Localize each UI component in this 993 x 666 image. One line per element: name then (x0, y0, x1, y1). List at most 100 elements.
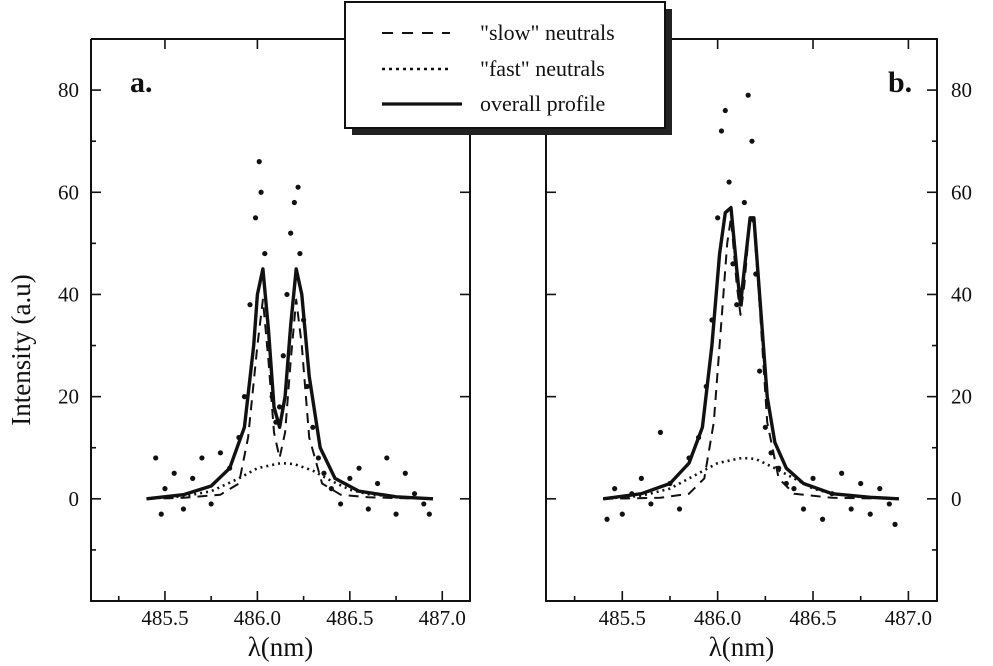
panel-b-data-point (867, 511, 873, 517)
panel-b-data-point (722, 107, 728, 114)
panel-b-data-point (734, 302, 740, 308)
panel-a-data-point (321, 470, 327, 476)
panel-a-data-point (280, 353, 286, 359)
panel-a-data-point (158, 511, 164, 517)
panel-b-data-point (737, 291, 744, 298)
panel-a-data-point (208, 501, 214, 507)
panel-b-data-point (783, 480, 789, 487)
panel-a-series-solid (146, 267, 434, 501)
panel-b-data-point (715, 215, 721, 221)
panel-b-data-point (819, 516, 826, 522)
panel-a-x-tick-label: 487.0 (419, 606, 466, 630)
panel-a-x-tick-label: 486.0 (234, 606, 281, 630)
panel-a-data-point (258, 189, 264, 195)
panel-a-data-point (217, 450, 224, 456)
panel-a-data-point (265, 342, 272, 349)
panel-b-data-point (753, 271, 759, 277)
panel-b-data-point (612, 486, 618, 492)
panel-a-data-point (288, 230, 294, 236)
panel-b-x-tick-label: 487.0 (885, 606, 932, 630)
panel-a-data-point (171, 470, 177, 476)
panel-a-data-point (295, 184, 301, 190)
panel-b-data-point (757, 368, 763, 374)
panel-b-data-point (839, 470, 845, 476)
panel-b-y-tick-label: 0 (951, 487, 962, 511)
panel-a-data-point (284, 291, 290, 298)
panel-b-data-point (709, 317, 715, 323)
panel-a-data-point (236, 434, 242, 441)
panel-b-data-point (629, 491, 635, 497)
panel-a-data-point (291, 199, 297, 206)
panel-a-data-point (273, 419, 279, 425)
panel-a-data-point (310, 424, 316, 430)
legend-label-slow: "slow" neutrals (480, 20, 615, 45)
panel-a-y-tick-label: 40 (58, 282, 79, 306)
panel-a-data-point (411, 491, 418, 497)
legend: "slow" neutrals "fast" neutrals overall … (344, 1, 672, 135)
panel-b-data-point (648, 501, 654, 507)
panel-b-data-point (776, 465, 782, 471)
panel-b-data-point (892, 521, 898, 527)
panel-a-x-axis-title: λ(nm) (248, 632, 314, 662)
panel-b-axes-frame (545, 38, 938, 602)
panel-a-data-point (162, 486, 168, 492)
legend-box (344, 1, 666, 129)
panel-a-data-point (190, 475, 196, 481)
panel-a-y-tick-label: 20 (58, 385, 79, 409)
panel-b-data-point (829, 491, 835, 497)
panel-b-data-point (741, 199, 747, 206)
panel-b-data-point (676, 506, 683, 512)
panel-b-data-point (726, 179, 732, 185)
panel-b-data-point (810, 475, 816, 481)
panel-a-data-point (227, 465, 233, 471)
panel-a-data-point (384, 455, 390, 461)
panel-b-label: b. (888, 66, 912, 99)
panel-a-data-point (393, 511, 399, 517)
panel-a-label: a. (130, 66, 153, 99)
panel-b-data-point (686, 455, 692, 461)
panel-a-data-point (426, 511, 432, 517)
panel-b-series-solid (602, 205, 899, 501)
panel-a-data-point (337, 501, 344, 507)
panel-b-data-point (877, 486, 883, 492)
panel-a-chart: 485.5 486.0 486.5 487.0 0 20 40 60 80 λ(nm) Intens… (6, 38, 471, 662)
panel-a-data-point (315, 455, 321, 461)
panel-b-data-point (791, 486, 797, 492)
panel-b-data-point (800, 506, 807, 512)
panel-b-data-point (703, 383, 709, 390)
panel-a-data-point (328, 486, 334, 492)
legend-label-fast: "fast" neutrals (480, 56, 605, 81)
panel-b-data-point (848, 506, 854, 512)
panel-a-data-point (241, 394, 248, 400)
panel-b-data-point (638, 475, 644, 481)
panel-a-data-point (252, 215, 259, 221)
panel-b-data-point (768, 450, 774, 456)
panel-b-data-point (886, 501, 892, 507)
panel-a-series-dashed (146, 298, 434, 500)
panel-a-x-tick-label: 486.5 (326, 606, 373, 630)
panel-b-x-axis-title: λ(nm) (709, 632, 775, 662)
panel-b-data-point (604, 516, 610, 522)
panel-b-data-point (695, 434, 702, 441)
panel-b-data-point (730, 261, 736, 267)
panel-a-data-point (256, 159, 262, 165)
panel-a-data-point (421, 501, 427, 507)
panel-a-data-point (269, 394, 275, 400)
panel-b-x-tick-label: 486.0 (694, 606, 741, 630)
panel-a-data-point (374, 480, 381, 487)
panel-a-data-point (199, 455, 205, 461)
panel-a-data-point (276, 404, 283, 410)
panel-b-data-point (762, 424, 768, 430)
panel-a-axes-frame (90, 38, 471, 602)
panel-a-data-point (180, 506, 187, 512)
panel-a-y-tick-label: 60 (58, 180, 79, 204)
panel-a-data-point (356, 465, 362, 471)
panel-b-y-tick-label: 80 (951, 78, 972, 102)
panel-a-y-tick-label: 80 (58, 78, 79, 102)
panel-a-data-point (262, 250, 268, 257)
panel-b-data-point (657, 429, 664, 435)
panel-a-y-axis-title: Intensity (a.u) (6, 274, 36, 425)
panel-b-series-dashed (603, 216, 899, 500)
panel-a-data-point (247, 302, 253, 308)
